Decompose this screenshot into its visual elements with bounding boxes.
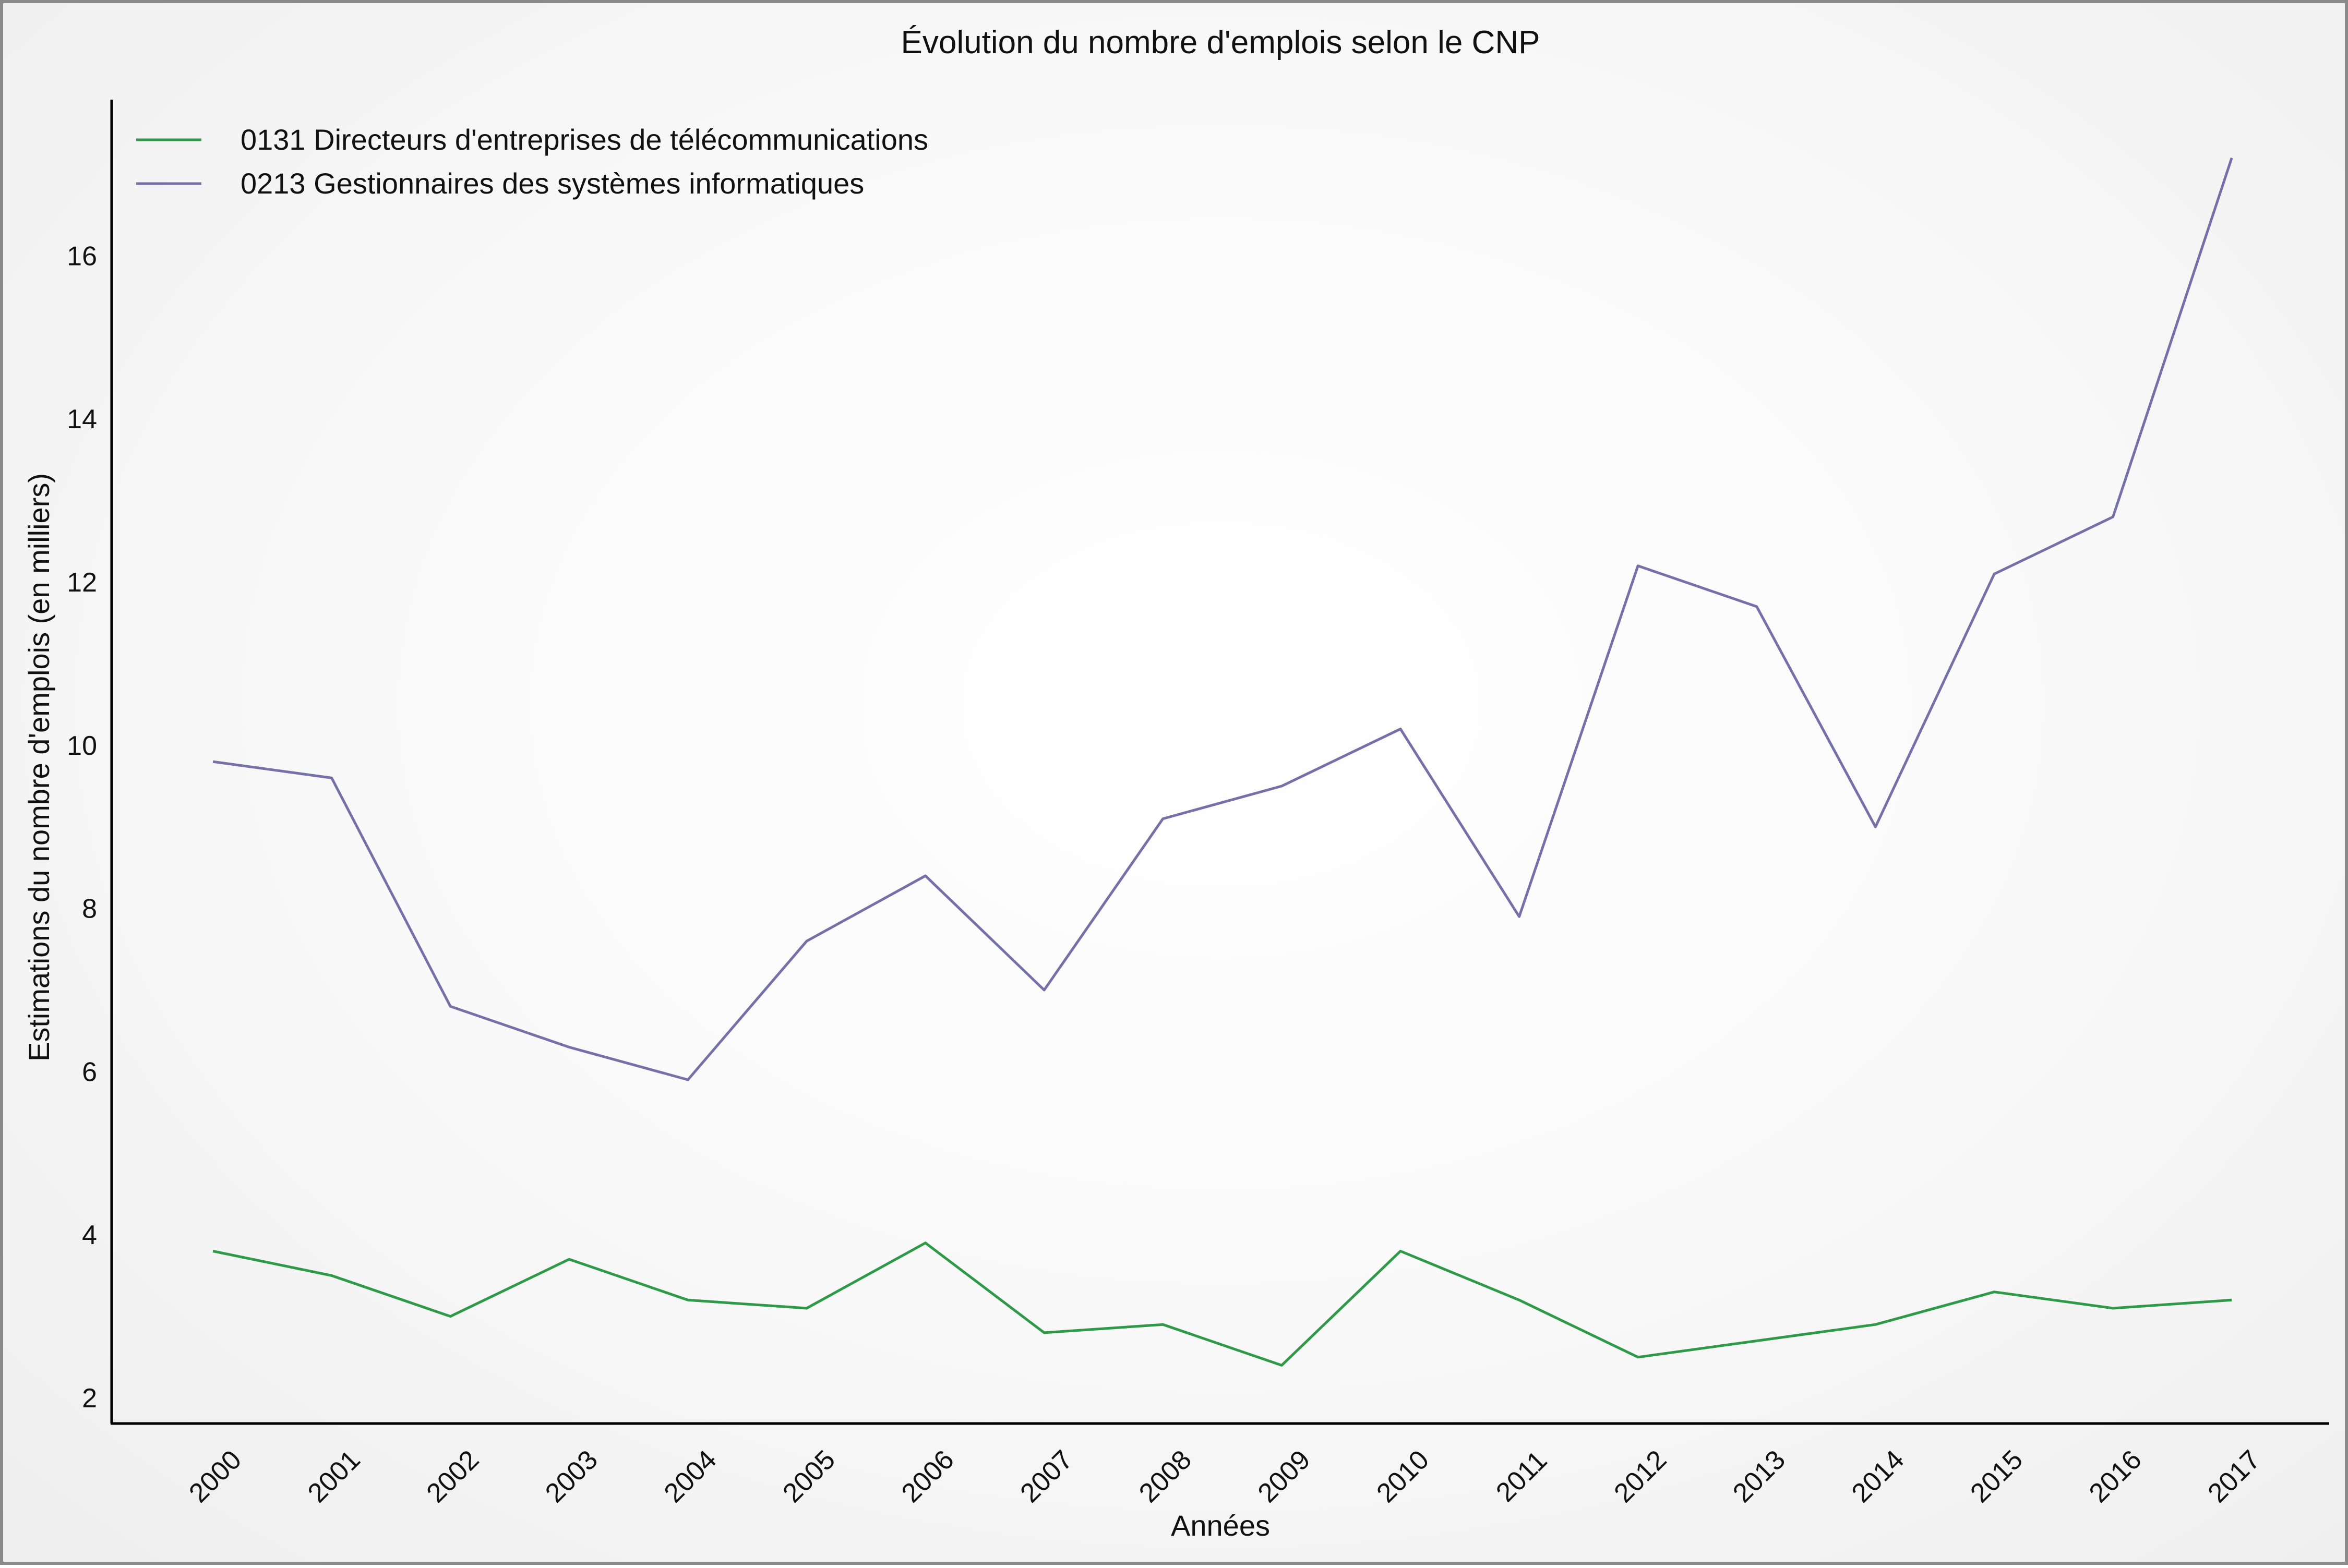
y-axis-label: Estimations du nombre d'emplois (en mill… (22, 473, 55, 1062)
y-tick-labels: 2 4 6 8 10 12 14 16 (67, 241, 97, 1414)
chart-title: Évolution du nombre d'emplois selon le C… (901, 25, 1540, 61)
x-tick-label: 2017 (2202, 1444, 2266, 1509)
x-tick-label: 2002 (421, 1444, 485, 1509)
y-tick-label: 2 (82, 1383, 97, 1414)
x-tick-label: 2003 (540, 1444, 604, 1509)
legend: 0131 Directeurs d'entreprises de télécom… (136, 123, 928, 200)
x-tick-label: 2005 (777, 1444, 841, 1509)
y-tick-label: 16 (67, 241, 97, 271)
x-tick-label: 2011 (1490, 1445, 1553, 1508)
y-tick-label: 14 (67, 404, 97, 435)
series-line-0131 (212, 1241, 2232, 1367)
y-tick-label: 4 (82, 1220, 97, 1250)
x-tick-label: 2000 (183, 1444, 247, 1509)
x-tick-label: 2010 (1371, 1444, 1435, 1509)
y-tick-label: 6 (82, 1057, 97, 1087)
x-tick-label: 2012 (1608, 1444, 1672, 1509)
y-tick-label: 10 (67, 731, 97, 761)
legend-label-0131: 0131 Directeurs d'entreprises de télécom… (241, 123, 928, 156)
y-tick-label: 12 (67, 568, 97, 598)
x-tick-label: 2009 (1252, 1444, 1316, 1509)
y-tick-label: 8 (82, 894, 97, 924)
series-lines (212, 157, 2233, 1367)
x-tick-labels: 2000 2001 2002 2003 2004 2005 2006 2007 2008 2009… (183, 1444, 2266, 1509)
x-tick-label: 2006 (896, 1444, 960, 1509)
x-tick-label: 2004 (658, 1444, 723, 1509)
x-tick-label: 2016 (2083, 1444, 2148, 1509)
x-tick-label: 2014 (1846, 1444, 1910, 1509)
series-line-0213 (212, 157, 2233, 1081)
x-tick-label: 2007 (1014, 1444, 1079, 1509)
x-tick-label: 2001 (302, 1444, 366, 1509)
x-tick-label: 2015 (1964, 1444, 2029, 1509)
line-chart: Évolution du nombre d'emplois selon le C… (22, 25, 2329, 1542)
x-tick-label: 2013 (1727, 1444, 1791, 1509)
x-axis-label: Années (1171, 1509, 1270, 1542)
legend-label-0213: 0213 Gestionnaires des systèmes informat… (241, 167, 864, 200)
x-tick-label: 2008 (1133, 1444, 1197, 1509)
